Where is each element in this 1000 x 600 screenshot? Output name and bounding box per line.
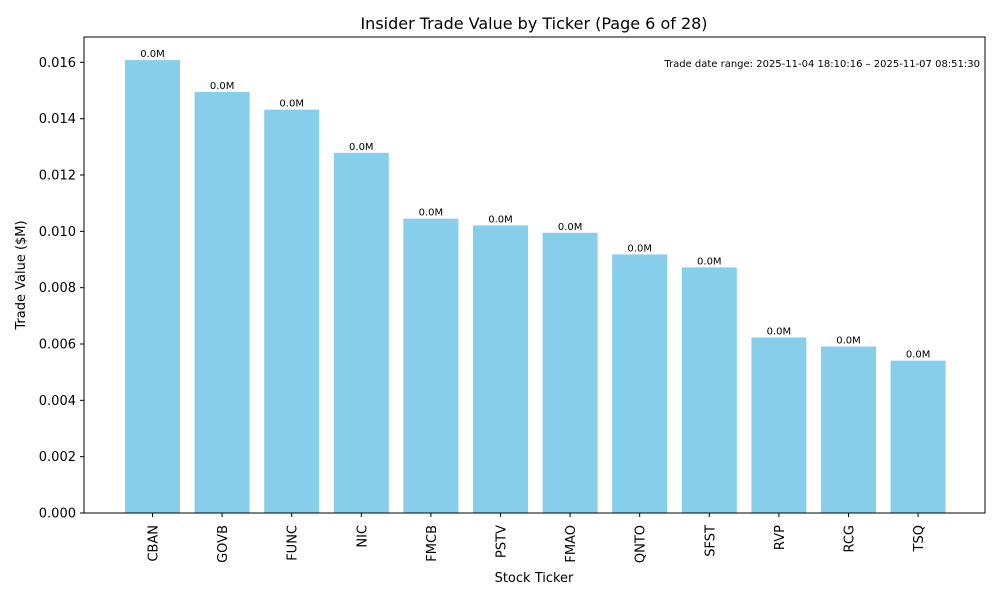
date-range-annotation: Trade date range: 2025-11-04 18:10:16 – … <box>663 59 980 70</box>
bar-cban <box>125 60 180 514</box>
bar-value-label: 0.0M <box>906 350 931 361</box>
bar-fmao <box>542 232 598 514</box>
x-tick-label: FMCB <box>425 525 440 562</box>
y-axis: 0.000 0.002 0.004 0.006 0.008 0.010 0.012 0.014… <box>39 56 84 522</box>
bar-value-label: 0.0M <box>488 214 513 225</box>
plot-frame <box>83 36 986 514</box>
bar-labels-group: 0.0M 0.0M 0.0M 0.0M 0.0M 0.0M 0.0M 0.0M 0.0M 0.0M… <box>140 49 930 361</box>
y-tick-label: 0.016 <box>39 56 76 71</box>
bar-value-label: 0.0M <box>210 81 235 92</box>
x-tick-label: FUNC <box>286 525 301 561</box>
bar-nic <box>333 152 389 514</box>
x-tick-label: PSTV <box>495 525 510 558</box>
x-tick-label: RVP <box>773 525 788 550</box>
y-tick-label: 0.004 <box>39 394 76 409</box>
x-axis: CBAN GOVB FUNC NIC FMCB PSTV FMAO QNTO SFST RVP RC… <box>147 513 927 563</box>
x-axis-title: Stock Ticker <box>495 571 574 586</box>
x-tick-label: SFST <box>703 525 718 557</box>
y-tick-label: 0.000 <box>39 507 76 522</box>
bar-rcg <box>821 346 876 513</box>
x-tick-label: GOVB <box>216 525 231 563</box>
x-tick-label: QNTO <box>634 525 649 563</box>
bar-value-label: 0.0M <box>419 208 444 219</box>
bar-value-label: 0.0M <box>279 99 304 110</box>
bar-value-label: 0.0M <box>697 256 722 267</box>
bar-pstv <box>473 225 528 513</box>
y-axis-title: Trade Value ($M) <box>14 220 29 330</box>
bar-tsq <box>890 360 946 513</box>
x-tick-label: CBAN <box>147 525 162 562</box>
bar-value-label: 0.0M <box>767 327 792 338</box>
bar-value-label: 0.0M <box>140 49 165 60</box>
bar-qnto <box>612 254 668 513</box>
x-tick-label: FMAO <box>564 525 579 563</box>
chart-title: Insider Trade Value by Ticker (Page 6 of… <box>360 14 707 33</box>
y-tick-label: 0.014 <box>39 112 76 127</box>
bar-sfst <box>681 267 737 513</box>
bar-value-label: 0.0M <box>558 222 583 233</box>
bar-value-label: 0.0M <box>349 142 374 153</box>
bar-fmcb <box>403 218 459 513</box>
bar-value-label: 0.0M <box>627 243 652 254</box>
bar-govb <box>194 91 250 513</box>
y-tick-label: 0.002 <box>39 450 76 465</box>
y-tick-label: 0.010 <box>39 225 76 240</box>
x-tick-label: TSQ <box>912 525 927 552</box>
bar-func <box>264 109 320 514</box>
y-tick-label: 0.012 <box>39 169 76 184</box>
y-tick-label: 0.008 <box>39 281 76 296</box>
x-tick-label: RCG <box>843 525 858 553</box>
x-tick-label: NIC <box>355 525 370 548</box>
y-tick-label: 0.006 <box>39 338 76 353</box>
bar-value-label: 0.0M <box>836 336 861 347</box>
bar-rvp <box>751 337 807 513</box>
bars-group <box>125 60 946 514</box>
